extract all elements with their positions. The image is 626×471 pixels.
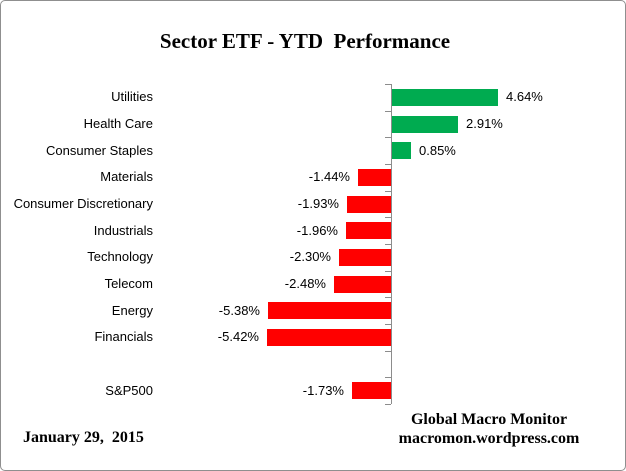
value-label-technology: -2.30% <box>289 249 331 264</box>
bar-technology <box>339 249 391 266</box>
value-axis-line <box>391 84 392 404</box>
axis-tick-mark <box>385 137 391 139</box>
axis-tick-mark <box>385 190 391 192</box>
axis-tick-mark <box>385 244 391 245</box>
value-label-consumer-discretionary: -1.93% <box>297 196 339 211</box>
category-label-consumer-discretionary: Consumer Discretionary <box>13 196 153 211</box>
axis-tick-mark <box>385 350 391 352</box>
category-label-health-care: Health Care <box>83 116 153 131</box>
value-label-utilities: 4.64% <box>506 89 543 104</box>
bar-financials <box>267 329 391 346</box>
axis-tick-mark <box>385 217 391 219</box>
category-label-financials: Financials <box>94 329 153 344</box>
axis-tick-mark <box>385 110 391 112</box>
value-label-materials: -1.44% <box>308 169 350 184</box>
value-label-energy: -5.38% <box>218 303 260 318</box>
bar-consumer-discretionary <box>347 196 391 213</box>
category-label-industrials: Industrials <box>93 223 153 238</box>
bar-industrials <box>346 222 391 239</box>
axis-tick-mark <box>385 377 391 379</box>
axis-tick-mark <box>385 404 391 405</box>
bar-s-p500 <box>352 382 391 399</box>
axis-tick-mark <box>385 84 391 85</box>
footer-credit-line1: Global Macro Monitor <box>410 411 568 428</box>
footer-date: January 29, 2015 <box>23 429 144 446</box>
axis-tick-mark <box>385 297 391 299</box>
category-label-consumer-staples: Consumer Staples <box>46 143 153 158</box>
category-label-telecom: Telecom <box>104 276 153 291</box>
bar-health-care <box>392 116 458 133</box>
bar-telecom <box>334 276 391 293</box>
category-label-technology: Technology <box>87 249 153 264</box>
value-label-telecom: -2.48% <box>284 276 326 291</box>
value-label-industrials: -1.96% <box>296 223 338 238</box>
value-label-consumer-staples: 0.85% <box>419 143 456 158</box>
footer-credit-line2: macromon.wordpress.com <box>398 430 580 447</box>
axis-tick-mark <box>385 270 391 272</box>
bar-materials <box>358 169 391 186</box>
axis-tick-mark <box>385 164 391 165</box>
bar-consumer-staples <box>392 142 411 159</box>
category-label-utilities: Utilities <box>111 89 153 104</box>
axis-tick-mark <box>385 324 391 325</box>
chart-title: Sector ETF - YTD Performance <box>159 29 451 53</box>
category-label-s-p500: S&P500 <box>105 383 153 398</box>
bar-energy <box>268 302 391 319</box>
category-label-materials: Materials <box>100 169 153 184</box>
value-label-financials: -5.42% <box>217 329 259 344</box>
value-label-s-p500: -1.73% <box>302 383 344 398</box>
category-label-energy: Energy <box>111 303 153 318</box>
bar-utilities <box>392 89 498 106</box>
footer-credit: Global Macro Monitor macromon.wordpress.… <box>349 410 625 448</box>
value-label-health-care: 2.91% <box>466 116 503 131</box>
